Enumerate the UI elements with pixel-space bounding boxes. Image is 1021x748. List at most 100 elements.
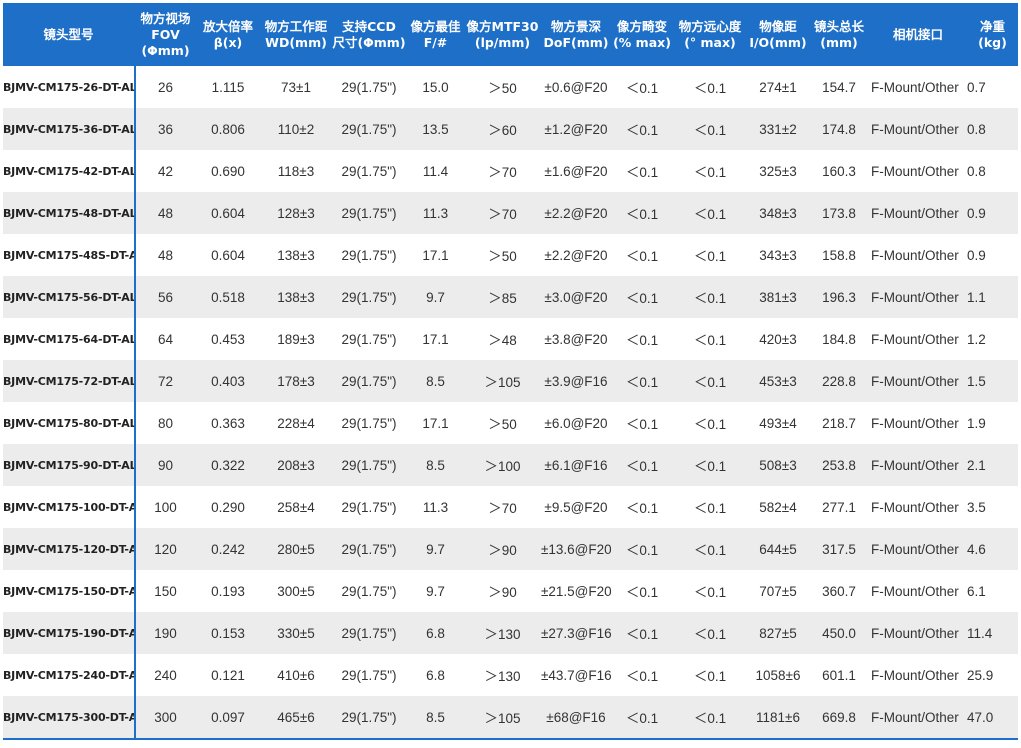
- weight-cell: 1.1: [967, 276, 1018, 318]
- header-lens-length-line: (mm): [820, 34, 858, 50]
- lens-length-cell: 277.1: [809, 486, 869, 528]
- lens-length-cell: 601.1: [809, 654, 869, 696]
- mtf30-cell: ＞48: [464, 318, 541, 360]
- depth-of-field-cell: ±1.6@F20: [541, 150, 611, 192]
- ccd-size-cell: 29(1.75"): [331, 108, 407, 150]
- weight-cell: 47.0: [967, 696, 1018, 740]
- table-row: BJMV-CM175-56-DT-AL 56 0.518 138±3 29(1.75")…: [3, 276, 1018, 318]
- camera-mount-cell: F-Mount/Other: [869, 696, 967, 740]
- fov-cell: 300: [135, 696, 195, 740]
- magnification-cell: 0.193: [195, 570, 261, 612]
- table-row: BJMV-CM175-80-DT-AL 80 0.363 228±4 29(1.75")…: [3, 402, 1018, 444]
- mtf30-cell: ＞90: [464, 528, 541, 570]
- camera-mount-cell: F-Mount/Other: [869, 192, 967, 234]
- ccd-size-cell: 29(1.75"): [331, 444, 407, 486]
- telecentricity-cell: ＜0.1: [673, 654, 747, 696]
- distortion-cell: ＜0.1: [611, 192, 673, 234]
- distortion-cell: ＜0.1: [611, 150, 673, 192]
- weight-cell: 0.9: [967, 234, 1018, 276]
- header-weight-line: 净重: [979, 18, 1005, 34]
- io-distance-cell: 827±5: [747, 612, 809, 654]
- io-distance-cell: 381±3: [747, 276, 809, 318]
- header-weight-line: (kg): [978, 34, 1007, 50]
- mtf30-cell: ＞90: [464, 570, 541, 612]
- io-distance-cell: 331±2: [747, 108, 809, 150]
- mtf30-cell: ＞130: [464, 612, 541, 654]
- header-fov: 物方视场 FOV (Φmm): [135, 3, 195, 66]
- camera-mount-cell: F-Mount/Other: [869, 444, 967, 486]
- working-distance-cell: 465±6: [261, 696, 331, 740]
- table-row: BJMV-CM175-64-DT-AL 64 0.453 189±3 29(1.75")…: [3, 318, 1018, 360]
- f-number-cell: 8.5: [407, 444, 464, 486]
- distortion-cell: ＜0.1: [611, 318, 673, 360]
- camera-mount-cell: F-Mount/Other: [869, 528, 967, 570]
- fov-cell: 190: [135, 612, 195, 654]
- model-cell: BJMV-CM175-80-DT-AL: [3, 402, 136, 444]
- header-working-distance-line: WD(mm): [265, 34, 327, 50]
- working-distance-cell: 410±6: [261, 654, 331, 696]
- table-header: 镜头型号 物方视场 FOV (Φmm) 放大倍率 β(x) 物方工作距 WD(mm) 支持CCD…: [3, 3, 1018, 66]
- header-ccd-size-line: 支持CCD: [342, 18, 396, 34]
- weight-cell: 0.8: [967, 108, 1018, 150]
- distortion-cell: ＜0.1: [611, 402, 673, 444]
- depth-of-field-cell: ±2.2@F20: [541, 234, 611, 276]
- io-distance-cell: 325±3: [747, 150, 809, 192]
- telecentricity-cell: ＜0.1: [673, 486, 747, 528]
- model-cell: BJMV-CM175-56-DT-AL: [3, 276, 136, 318]
- header-depth-of-field-line: DoF(mm): [543, 34, 609, 50]
- mtf30-cell: ＞50: [464, 66, 541, 108]
- mtf30-cell: ＞70: [464, 150, 541, 192]
- table-row: BJMV-CM175-90-DT-AL 90 0.322 208±3 29(1.75")…: [3, 444, 1018, 486]
- lens-length-cell: 158.8: [809, 234, 869, 276]
- ccd-size-cell: 29(1.75"): [331, 150, 407, 192]
- lens-length-cell: 184.8: [809, 318, 869, 360]
- ccd-size-cell: 29(1.75"): [331, 528, 407, 570]
- f-number-cell: 9.7: [407, 276, 464, 318]
- f-number-cell: 11.3: [407, 486, 464, 528]
- working-distance-cell: 73±1: [261, 66, 331, 108]
- fov-cell: 150: [135, 570, 195, 612]
- distortion-cell: ＜0.1: [611, 276, 673, 318]
- lens-length-cell: 196.3: [809, 276, 869, 318]
- f-number-cell: 9.7: [407, 570, 464, 612]
- weight-cell: 0.8: [967, 150, 1018, 192]
- mtf30-cell: ＞105: [464, 360, 541, 402]
- ccd-size-cell: 29(1.75"): [331, 486, 407, 528]
- io-distance-cell: 1058±6: [747, 654, 809, 696]
- lens-length-cell: 228.8: [809, 360, 869, 402]
- header-working-distance: 物方工作距 WD(mm): [261, 3, 331, 66]
- header-f-number-line: 像方最佳: [410, 18, 461, 34]
- telecentricity-cell: ＜0.1: [673, 528, 747, 570]
- header-telecentricity-line: (° max): [684, 34, 736, 50]
- ccd-size-cell: 29(1.75"): [331, 234, 407, 276]
- f-number-cell: 8.5: [407, 360, 464, 402]
- lens-length-cell: 450.0: [809, 612, 869, 654]
- f-number-cell: 17.1: [407, 234, 464, 276]
- model-cell: BJMV-CM175-48S-DT-AL: [3, 234, 136, 276]
- table-row: BJMV-CM175-26-DT-AL 26 1.115 73±1 29(1.75") 1…: [3, 66, 1018, 108]
- header-working-distance-line: 物方工作距: [264, 18, 328, 34]
- lens-length-cell: 218.7: [809, 402, 869, 444]
- header-camera-mount-line: 相机接口: [892, 26, 943, 42]
- distortion-cell: ＜0.1: [611, 108, 673, 150]
- io-distance-cell: 453±3: [747, 360, 809, 402]
- camera-mount-cell: F-Mount/Other: [869, 570, 967, 612]
- io-distance-cell: 274±1: [747, 66, 809, 108]
- fov-cell: 48: [135, 192, 195, 234]
- weight-cell: 6.1: [967, 570, 1018, 612]
- telecentricity-cell: ＜0.1: [673, 444, 747, 486]
- table-row: BJMV-CM175-150-DT-AL 150 0.193 300±5 29(1.75…: [3, 570, 1018, 612]
- table-row: BJMV-CM175-72-DT-AL 72 0.403 178±3 29(1.75")…: [3, 360, 1018, 402]
- magnification-cell: 0.806: [195, 108, 261, 150]
- header-model-line: 镜头型号: [43, 26, 94, 42]
- table-row: BJMV-CM175-300-DT-AL 300 0.097 465±6 29(1.75…: [3, 696, 1018, 740]
- f-number-cell: 11.4: [407, 150, 464, 192]
- weight-cell: 0.7: [967, 66, 1018, 108]
- header-distortion: 像方畸变 (% max): [611, 3, 673, 66]
- f-number-cell: 11.3: [407, 192, 464, 234]
- telecentricity-cell: ＜0.1: [673, 234, 747, 276]
- model-cell: BJMV-CM175-100-DT-AL: [3, 486, 136, 528]
- depth-of-field-cell: ±43.7@F16: [541, 654, 611, 696]
- model-cell: BJMV-CM175-48-DT-AL: [3, 192, 136, 234]
- model-cell: BJMV-CM175-120-DT-AL: [3, 528, 136, 570]
